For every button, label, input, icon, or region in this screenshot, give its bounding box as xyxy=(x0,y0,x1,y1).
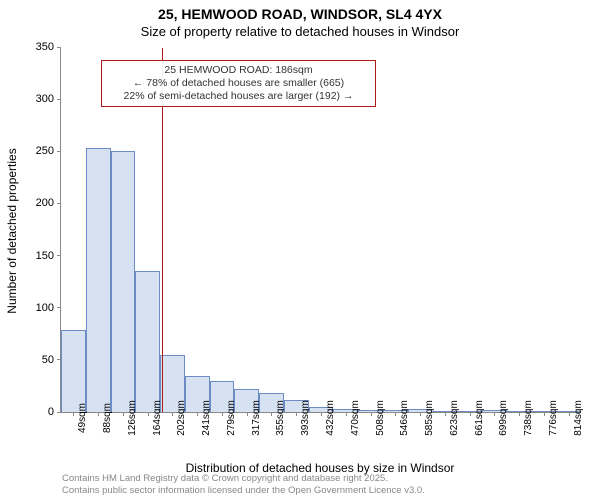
x-tick xyxy=(569,412,570,416)
page-title: 25, HEMWOOD ROAD, WINDSOR, SL4 4YX xyxy=(0,6,600,24)
x-tick xyxy=(494,412,495,416)
y-tick-label: 150 xyxy=(36,250,54,262)
y-tick xyxy=(57,307,61,308)
y-tick xyxy=(57,47,61,48)
x-tick xyxy=(98,412,99,416)
y-tick-label: 350 xyxy=(36,41,54,53)
plot-area: 05010015020025030035049sqm88sqm126sqm164… xyxy=(60,48,580,413)
x-tick xyxy=(470,412,471,416)
x-tick-label: 738sqm xyxy=(523,400,534,436)
footer-line: Contains HM Land Registry data © Crown c… xyxy=(62,473,425,484)
y-axis-label: Number of detached properties xyxy=(5,148,19,313)
footer-attribution: Contains HM Land Registry data © Crown c… xyxy=(62,473,425,496)
annotation-line: 22% of semi-detached houses are larger (… xyxy=(110,90,367,103)
y-tick-label: 100 xyxy=(36,302,54,314)
bar xyxy=(135,271,160,412)
annotation-line: ← 78% of detached houses are smaller (66… xyxy=(110,77,367,90)
x-tick xyxy=(271,412,272,416)
x-tick-label: 585sqm xyxy=(424,400,435,436)
x-tick xyxy=(420,412,421,416)
x-tick-label: 814sqm xyxy=(573,400,584,436)
x-tick-label: 508sqm xyxy=(375,400,386,436)
x-tick xyxy=(172,412,173,416)
y-tick xyxy=(57,255,61,256)
footer-line: Contains public sector information licen… xyxy=(62,485,425,496)
x-tick-label: 470sqm xyxy=(350,400,361,436)
y-tick xyxy=(57,99,61,100)
x-tick xyxy=(445,412,446,416)
x-tick xyxy=(346,412,347,416)
x-tick xyxy=(544,412,545,416)
x-tick xyxy=(197,412,198,416)
x-tick xyxy=(148,412,149,416)
chart: 05010015020025030035049sqm88sqm126sqm164… xyxy=(60,48,580,413)
x-tick xyxy=(123,412,124,416)
y-tick-label: 300 xyxy=(36,93,54,105)
page-subtitle: Size of property relative to detached ho… xyxy=(0,24,600,40)
x-tick xyxy=(371,412,372,416)
bar xyxy=(61,330,86,412)
x-tick xyxy=(519,412,520,416)
x-tick xyxy=(247,412,248,416)
x-tick-label: 776sqm xyxy=(548,400,559,436)
x-tick-label: 546sqm xyxy=(399,400,410,436)
y-tick-label: 250 xyxy=(36,145,54,157)
x-tick xyxy=(222,412,223,416)
x-tick xyxy=(321,412,322,416)
annotation-box: 25 HEMWOOD ROAD: 186sqm← 78% of detached… xyxy=(101,60,376,107)
x-tick-label: 623sqm xyxy=(449,400,460,436)
bar xyxy=(86,148,111,412)
x-tick-label: 661sqm xyxy=(474,400,485,436)
x-tick xyxy=(296,412,297,416)
annotation-line: 25 HEMWOOD ROAD: 186sqm xyxy=(110,64,367,77)
y-tick-label: 200 xyxy=(36,197,54,209)
x-tick xyxy=(395,412,396,416)
x-tick-label: 393sqm xyxy=(300,400,311,436)
x-tick-label: 699sqm xyxy=(498,400,509,436)
bar xyxy=(111,151,136,412)
y-tick xyxy=(57,151,61,152)
y-tick xyxy=(57,203,61,204)
y-tick-label: 50 xyxy=(42,354,54,366)
y-tick-label: 0 xyxy=(48,406,54,418)
x-tick xyxy=(73,412,74,416)
x-tick-label: 432sqm xyxy=(325,400,336,436)
